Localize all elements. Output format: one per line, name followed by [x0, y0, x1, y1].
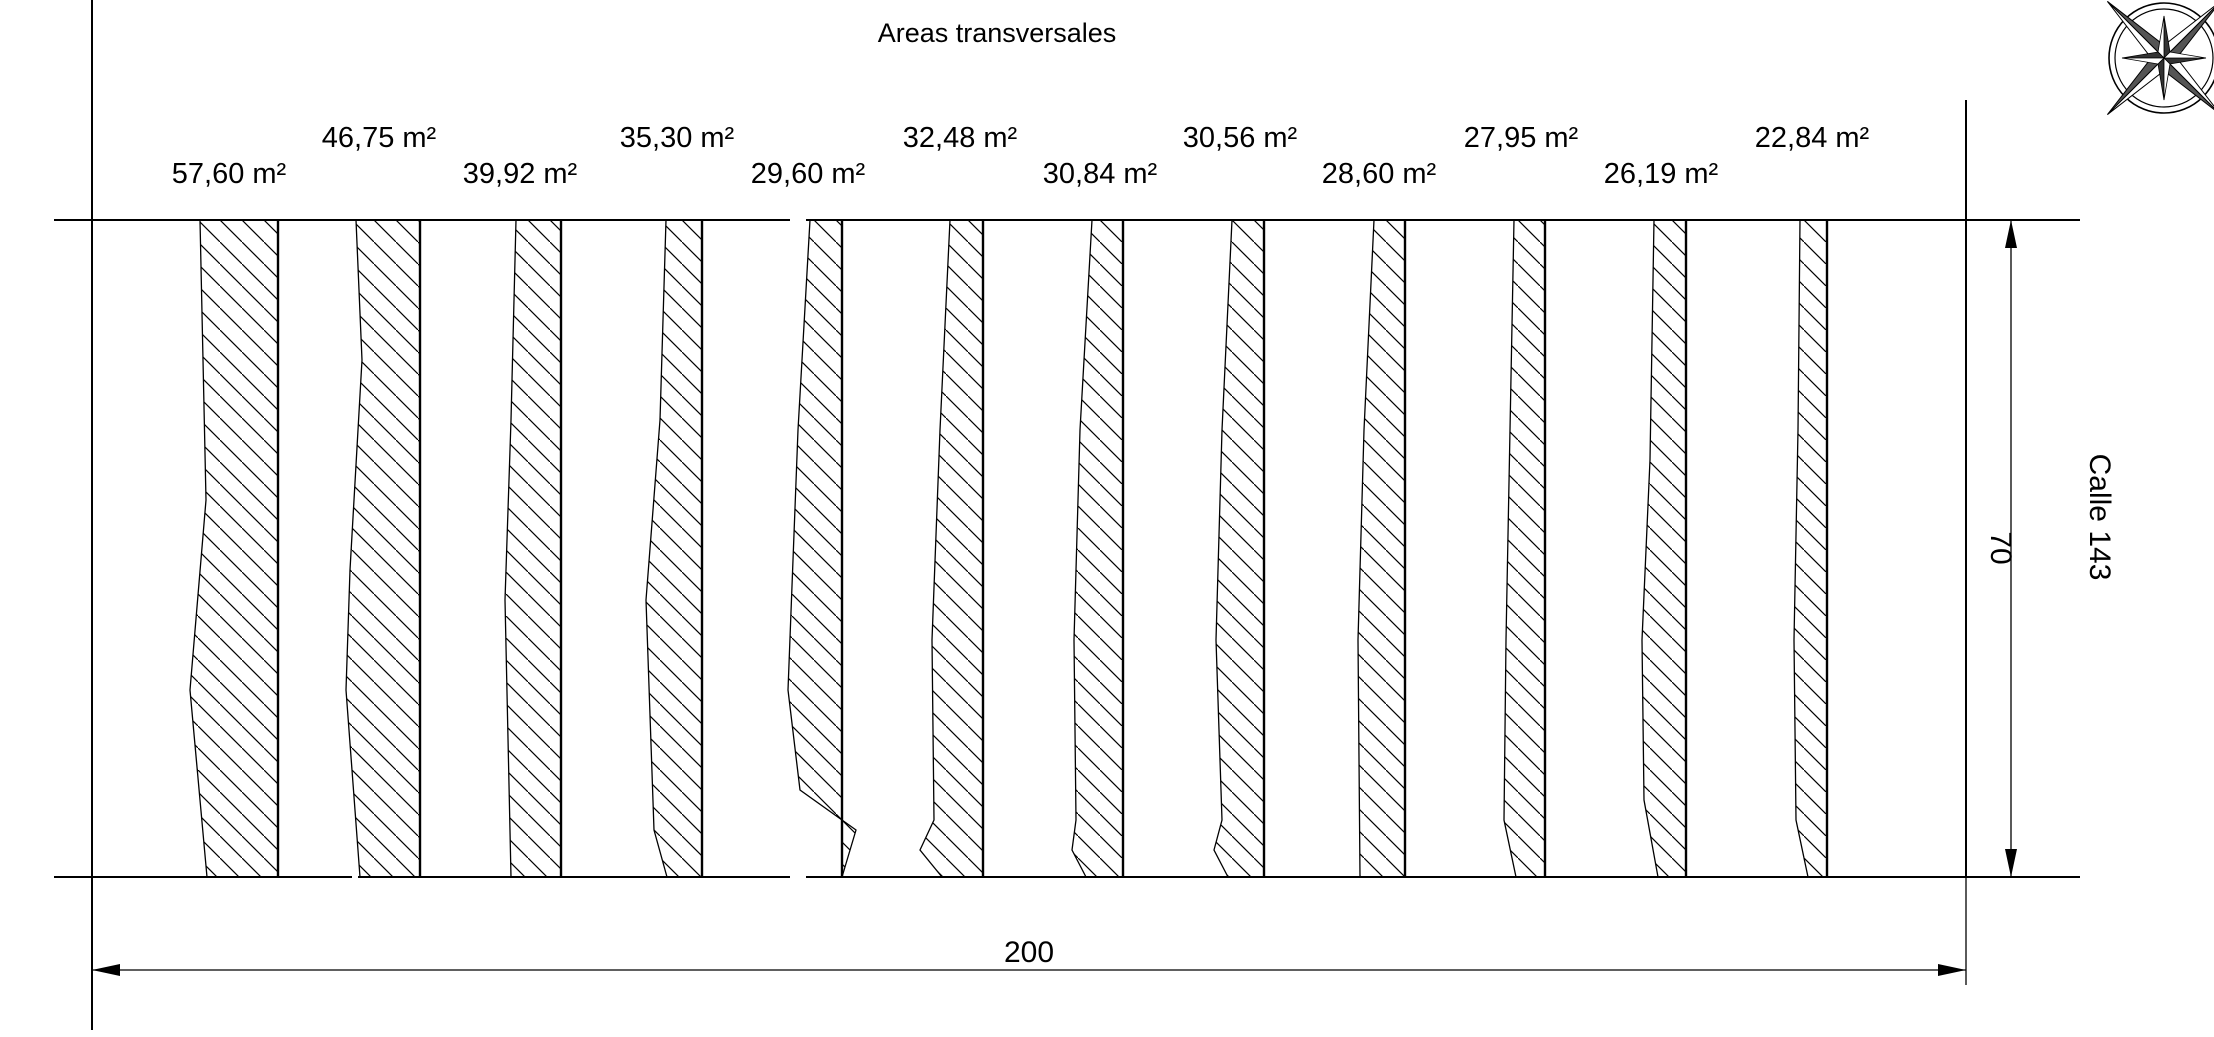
hatched-section-8 — [1213, 219, 1265, 878]
width-dimension-value: 200 — [1004, 936, 1054, 969]
area-label-12: 22,84 m² — [1755, 122, 1870, 154]
area-label-6: 32,48 m² — [903, 122, 1018, 154]
area-label-11: 26,19 m² — [1604, 158, 1719, 190]
hatched-section-7 — [1071, 219, 1124, 878]
hatched-section-2 — [345, 219, 421, 878]
area-labels: 57,60 m² 46,75 m² 39,92 m² 35,30 m² 29,60 m²… — [172, 122, 1870, 190]
area-label-3: 39,92 m² — [463, 158, 578, 190]
height-dimension-value: 70 — [1984, 531, 2017, 564]
hatched-section-9 — [1357, 219, 1406, 878]
hatched-section-10 — [1503, 219, 1546, 878]
area-label-10: 27,95 m² — [1464, 122, 1579, 154]
height-dimension — [1966, 219, 2018, 878]
hatched-section-5 — [787, 219, 857, 878]
hatched-section-1 — [189, 219, 279, 878]
area-label-7: 30,84 m² — [1043, 158, 1158, 190]
hatched-section-4 — [645, 219, 703, 878]
compass-rose-icon — [2107, 1, 2214, 115]
area-label-4: 35,30 m² — [620, 122, 735, 154]
hatched-section-3 — [504, 219, 562, 878]
area-label-5: 29,60 m² — [751, 158, 866, 190]
drawing-title: Areas transversales — [878, 18, 1117, 48]
area-label-9: 28,60 m² — [1322, 158, 1437, 190]
area-label-1: 57,60 m² — [172, 158, 287, 190]
width-dimension — [92, 877, 1967, 985]
area-label-2: 46,75 m² — [322, 122, 437, 154]
area-label-8: 30,56 m² — [1183, 122, 1298, 154]
hatched-section-11 — [1641, 219, 1687, 878]
hatched-section-12 — [1793, 219, 1828, 878]
street-label: Calle 143 — [2083, 454, 2116, 581]
hatched-sections — [189, 219, 1829, 878]
hatched-section-6 — [919, 219, 984, 878]
